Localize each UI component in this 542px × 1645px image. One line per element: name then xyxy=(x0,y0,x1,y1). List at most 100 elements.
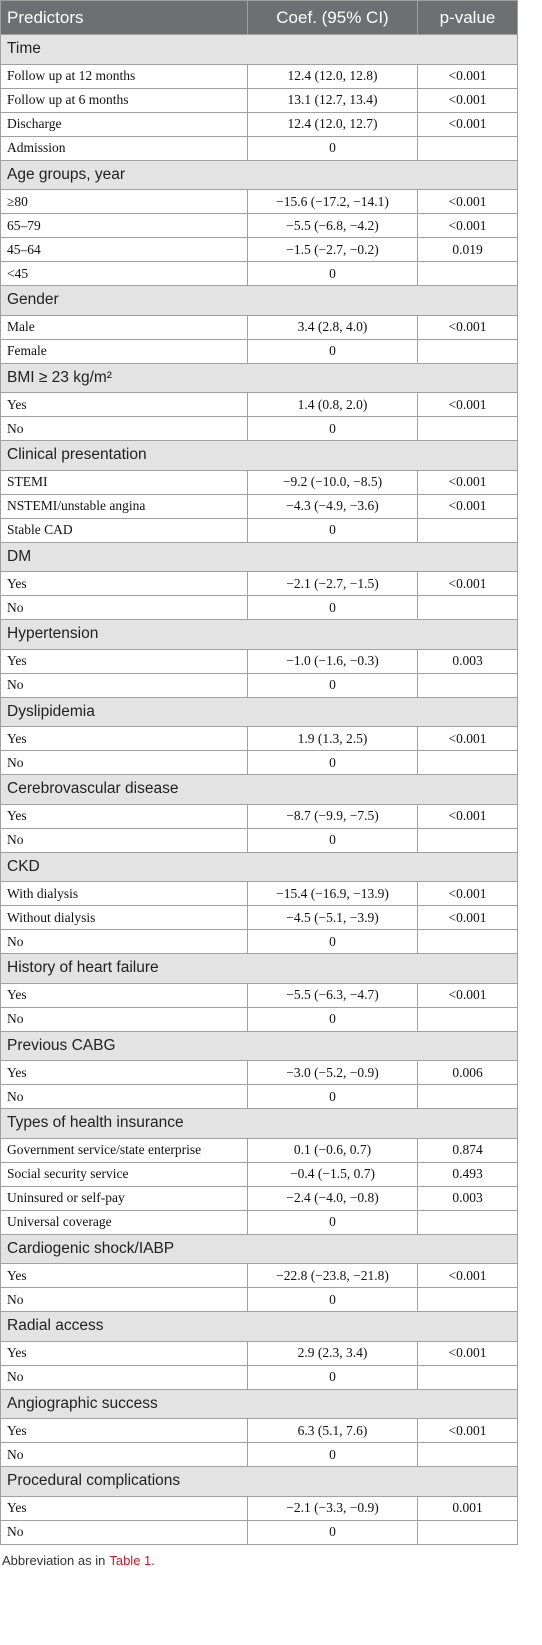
coef-cell: 12.4 (12.0, 12.7) xyxy=(247,111,418,137)
data-row: Without dialysis −4.5 (−5.1, −3.9) <0.001 xyxy=(0,905,518,930)
p-value-cell: <0.001 xyxy=(417,881,518,906)
predictor-cell: 65–79 xyxy=(0,213,248,238)
coef-cell: 0 xyxy=(247,929,418,954)
data-row: No 0 xyxy=(0,1519,518,1545)
coef-cell: 0 xyxy=(247,1364,418,1390)
coef-cell: 6.3 (5.1, 7.6) xyxy=(247,1418,418,1443)
section-row: Clinical presentation xyxy=(0,440,518,471)
predictor-cell: No xyxy=(0,1006,248,1032)
data-row: No 0 xyxy=(0,1364,518,1390)
section-title: Angiographic success xyxy=(0,1388,518,1419)
predictor-cell: Without dialysis xyxy=(0,905,248,930)
p-value-cell xyxy=(417,135,518,161)
section-row: Time xyxy=(0,34,518,65)
p-value-cell: <0.001 xyxy=(417,982,518,1008)
predictor-cell: Admission xyxy=(0,135,248,161)
data-row: No 0 xyxy=(0,1006,518,1032)
predictor-cell: <45 xyxy=(0,261,248,286)
p-value-cell xyxy=(417,338,518,364)
data-row: Yes 6.3 (5.1, 7.6) <0.001 xyxy=(0,1418,518,1443)
coef-cell: 1.4 (0.8, 2.0) xyxy=(247,392,418,417)
coef-cell: −2.1 (−2.7, −1.5) xyxy=(247,571,418,596)
coef-cell: 0 xyxy=(247,827,418,853)
table-link[interactable]: Table 1 xyxy=(109,1552,152,1568)
predictor-cell: ≥80 xyxy=(0,189,248,214)
data-row: Yes −22.8 (−23.8, −21.8) <0.001 xyxy=(0,1263,518,1288)
predictor-cell: Follow up at 6 months xyxy=(0,87,248,113)
predictor-cell: No xyxy=(0,750,248,775)
data-row: 65–79 −5.5 (−6.8, −4.2) <0.001 xyxy=(0,213,518,238)
p-value-cell: <0.001 xyxy=(417,392,518,417)
data-row: Yes −2.1 (−3.3, −0.9) 0.001 xyxy=(0,1495,518,1521)
p-value-cell: 0.874 xyxy=(417,1137,518,1163)
coef-cell: 0 xyxy=(247,750,418,775)
predictor-cell: Yes xyxy=(0,982,248,1008)
p-value-cell: <0.001 xyxy=(417,87,518,113)
predictor-cell: No xyxy=(0,1287,248,1312)
coef-cell: −0.4 (−1.5, 0.7) xyxy=(247,1161,418,1187)
coef-cell: −8.7 (−9.9, −7.5) xyxy=(247,803,418,829)
coef-cell: 0 xyxy=(247,595,418,620)
predictor-cell: STEMI xyxy=(0,469,248,495)
coef-cell: 0 xyxy=(247,1209,418,1235)
section-title: Cardiogenic shock/IABP xyxy=(0,1233,518,1264)
data-row: Female 0 xyxy=(0,338,518,364)
section-title: BMI ≥ 23 kg/m² xyxy=(0,362,518,393)
predictor-cell: No xyxy=(0,1442,248,1467)
p-value-cell: <0.001 xyxy=(417,469,518,495)
predictor-cell: With dialysis xyxy=(0,881,248,906)
data-row: No 0 xyxy=(0,416,518,441)
predictor-cell: No xyxy=(0,672,248,698)
data-row: With dialysis −15.4 (−16.9, −13.9) <0.001 xyxy=(0,881,518,906)
data-row: 45–64 −1.5 (−2.7, −0.2) 0.019 xyxy=(0,237,518,262)
p-value-cell: <0.001 xyxy=(417,1340,518,1366)
p-value-cell: <0.001 xyxy=(417,189,518,214)
predictor-cell: Discharge xyxy=(0,111,248,137)
predictor-cell: Yes xyxy=(0,1060,248,1085)
data-row: No 0 xyxy=(0,595,518,620)
predictor-cell: Universal coverage xyxy=(0,1209,248,1235)
predictor-cell: Government service/state enterprise xyxy=(0,1137,248,1163)
predictor-cell: Yes xyxy=(0,648,248,674)
predictor-cell: Yes xyxy=(0,1495,248,1521)
predictor-cell: 45–64 xyxy=(0,237,248,262)
footnote-text: Abbreviation as in xyxy=(2,1552,106,1568)
data-row: Admission 0 xyxy=(0,135,518,161)
predictor-cell: No xyxy=(0,595,248,620)
section-row: History of heart failure xyxy=(0,953,518,984)
data-row: Yes −5.5 (−6.3, −4.7) <0.001 xyxy=(0,982,518,1008)
predictor-cell: No xyxy=(0,1519,248,1545)
coef-cell: −4.3 (−4.9, −3.6) xyxy=(247,493,418,519)
predictor-cell: Male xyxy=(0,314,248,340)
predictor-cell: Social security service xyxy=(0,1161,248,1187)
p-value-cell: <0.001 xyxy=(417,111,518,137)
p-value-cell xyxy=(417,261,518,286)
coef-cell: 3.4 (2.8, 4.0) xyxy=(247,314,418,340)
data-row: Yes −8.7 (−9.9, −7.5) <0.001 xyxy=(0,803,518,829)
coef-cell: 0 xyxy=(247,1442,418,1467)
p-value-cell xyxy=(417,1209,518,1235)
p-value-cell xyxy=(417,517,518,543)
predictor-cell: Yes xyxy=(0,571,248,596)
section-title: Procedural complications xyxy=(0,1466,518,1497)
section-row: Hypertension xyxy=(0,619,518,650)
section-title: Age groups, year xyxy=(0,159,518,190)
data-row: STEMI −9.2 (−10.0, −8.5) <0.001 xyxy=(0,469,518,495)
data-row: Yes −2.1 (−2.7, −1.5) <0.001 xyxy=(0,571,518,596)
data-row: Follow up at 6 months 13.1 (12.7, 13.4) <0… xyxy=(0,87,518,113)
predictor-cell: Follow up at 12 months xyxy=(0,63,248,89)
section-title: History of heart failure xyxy=(0,953,518,984)
data-row: Male 3.4 (2.8, 4.0) <0.001 xyxy=(0,314,518,340)
coef-cell: 0 xyxy=(247,1084,418,1109)
coef-cell: −15.4 (−16.9, −13.9) xyxy=(247,881,418,906)
coef-cell: −2.4 (−4.0, −0.8) xyxy=(247,1185,418,1211)
section-row: Gender xyxy=(0,285,518,316)
predictor-cell: Yes xyxy=(0,1418,248,1443)
predictor-cell: Female xyxy=(0,338,248,364)
p-value-cell: <0.001 xyxy=(417,1418,518,1443)
section-title: Types of health insurance xyxy=(0,1108,518,1139)
coef-cell: −9.2 (−10.0, −8.5) xyxy=(247,469,418,495)
p-value-cell: <0.001 xyxy=(417,213,518,238)
data-row: No 0 xyxy=(0,1442,518,1467)
coef-cell: −15.6 (−17.2, −14.1) xyxy=(247,189,418,214)
